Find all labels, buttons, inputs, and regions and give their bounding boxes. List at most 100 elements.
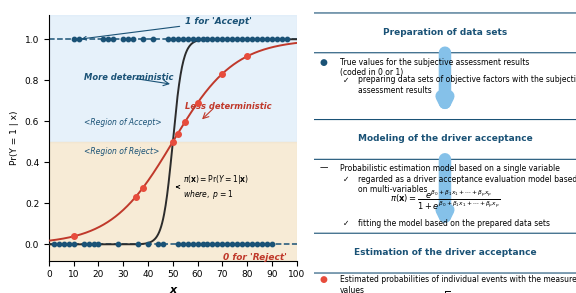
Bar	[49, 15, 297, 142]
Point	[173, 242, 183, 247]
FancyBboxPatch shape	[311, 120, 576, 159]
Point	[79, 242, 88, 247]
Point	[168, 139, 177, 144]
Text: <Region of Accept>: <Region of Accept>	[84, 118, 161, 127]
Point	[213, 37, 222, 42]
Text: regarded as a driver acceptance evaluation model based
on multi-variables: regarded as a driver acceptance evaluati…	[358, 175, 576, 194]
Point	[248, 37, 257, 42]
Text: Preparation of data sets: Preparation of data sets	[383, 28, 507, 37]
Text: ●: ●	[319, 275, 327, 284]
Point	[228, 242, 237, 247]
Point	[242, 242, 252, 247]
Point	[138, 37, 147, 42]
Point	[237, 242, 247, 247]
Point	[143, 242, 153, 247]
Text: ✓: ✓	[343, 175, 349, 184]
Text: 0 for 'Reject': 0 for 'Reject'	[223, 253, 287, 262]
Point	[109, 37, 118, 42]
Point	[242, 54, 252, 59]
Point	[188, 37, 197, 42]
Text: Estimation of the driver acceptance: Estimation of the driver acceptance	[354, 248, 536, 257]
Point	[252, 37, 262, 42]
Point	[119, 37, 128, 42]
Point	[104, 37, 113, 42]
Point	[178, 242, 187, 247]
Point	[149, 37, 158, 42]
Point	[193, 242, 202, 247]
Text: $\pi(\mathbf{x}) = \dfrac{e^{\beta_0+\beta_1 x_1+\cdots+\beta_p x_p}}{1+e^{\beta: $\pi(\mathbf{x}) = \dfrac{e^{\beta_0+\be…	[390, 189, 500, 212]
Point	[233, 37, 242, 42]
Point	[242, 37, 252, 42]
Point	[113, 242, 123, 247]
Point	[218, 37, 227, 42]
Point	[84, 242, 93, 247]
Point	[208, 37, 217, 42]
Point	[218, 242, 227, 247]
Text: Modeling of the driver acceptance: Modeling of the driver acceptance	[358, 134, 532, 143]
Point	[69, 37, 78, 42]
Text: ✓: ✓	[343, 219, 349, 228]
Point	[213, 242, 222, 247]
Point	[128, 37, 138, 42]
Point	[183, 242, 192, 247]
Text: Probabilistic estimation model based on a single variable: Probabilistic estimation model based on …	[340, 163, 560, 173]
Point	[188, 242, 197, 247]
Point	[64, 242, 73, 247]
Point	[178, 37, 187, 42]
Text: $\pi(\mathbf{x}) \geq 0.5\ \rightarrow\ $  'Accept': $\pi(\mathbf{x}) \geq 0.5\ \rightarrow\ …	[450, 292, 531, 293]
Point	[59, 242, 69, 247]
Point	[99, 37, 108, 42]
Text: True values for the subjective assessment results
(coded in 0 or 1): True values for the subjective assessmen…	[340, 58, 529, 77]
Point	[257, 37, 267, 42]
Point	[248, 242, 257, 247]
Point	[233, 242, 242, 247]
Point	[272, 37, 282, 42]
Point	[208, 242, 217, 247]
Point	[267, 242, 276, 247]
Point	[163, 37, 172, 42]
Point	[183, 37, 192, 42]
Text: More deterministic: More deterministic	[84, 73, 173, 82]
Point	[257, 242, 267, 247]
Point	[203, 37, 212, 42]
Text: Less deterministic: Less deterministic	[185, 102, 272, 111]
X-axis label: x: x	[169, 285, 176, 293]
Text: ✓: ✓	[343, 76, 349, 84]
Point	[50, 242, 59, 247]
Point	[203, 242, 212, 247]
Text: ●: ●	[319, 58, 327, 67]
Point	[69, 234, 78, 239]
Point	[180, 119, 190, 124]
Point	[193, 37, 202, 42]
Point	[153, 242, 162, 247]
Point	[54, 242, 63, 247]
Point	[228, 37, 237, 42]
Point	[252, 242, 262, 247]
Y-axis label: Pr(Y = 1 | x): Pr(Y = 1 | x)	[10, 110, 20, 165]
Point	[131, 195, 141, 199]
Point	[94, 242, 103, 247]
Text: Estimated probabilities of individual events with the measured
values: Estimated probabilities of individual ev…	[340, 275, 576, 293]
FancyBboxPatch shape	[311, 13, 576, 53]
Text: <Region of Reject>: <Region of Reject>	[84, 147, 159, 156]
Point	[218, 71, 227, 76]
Point	[69, 242, 78, 247]
Bar	[49, 142, 297, 261]
Text: —: —	[319, 163, 328, 173]
Point	[277, 37, 286, 42]
Point	[74, 37, 84, 42]
FancyBboxPatch shape	[311, 233, 576, 273]
Point	[134, 242, 143, 247]
Point	[262, 37, 271, 42]
Text: preparing data sets of objective factors with the subjective
assessment results: preparing data sets of objective factors…	[358, 76, 576, 95]
Point	[158, 242, 168, 247]
Point	[267, 37, 276, 42]
Text: 1 for 'Accept': 1 for 'Accept'	[83, 17, 252, 40]
Point	[282, 37, 291, 42]
Point	[262, 242, 271, 247]
Point	[237, 37, 247, 42]
Text: $\pi(\mathbf{x}) = \Pr(Y=1|\mathbf{x})$
$\mathit{where},\ p=1$: $\pi(\mathbf{x}) = \Pr(Y=1|\mathbf{x})$ …	[177, 173, 249, 201]
Point	[89, 242, 98, 247]
Text: fitting the model based on the prepared data sets: fitting the model based on the prepared …	[358, 219, 551, 228]
Point	[124, 37, 133, 42]
